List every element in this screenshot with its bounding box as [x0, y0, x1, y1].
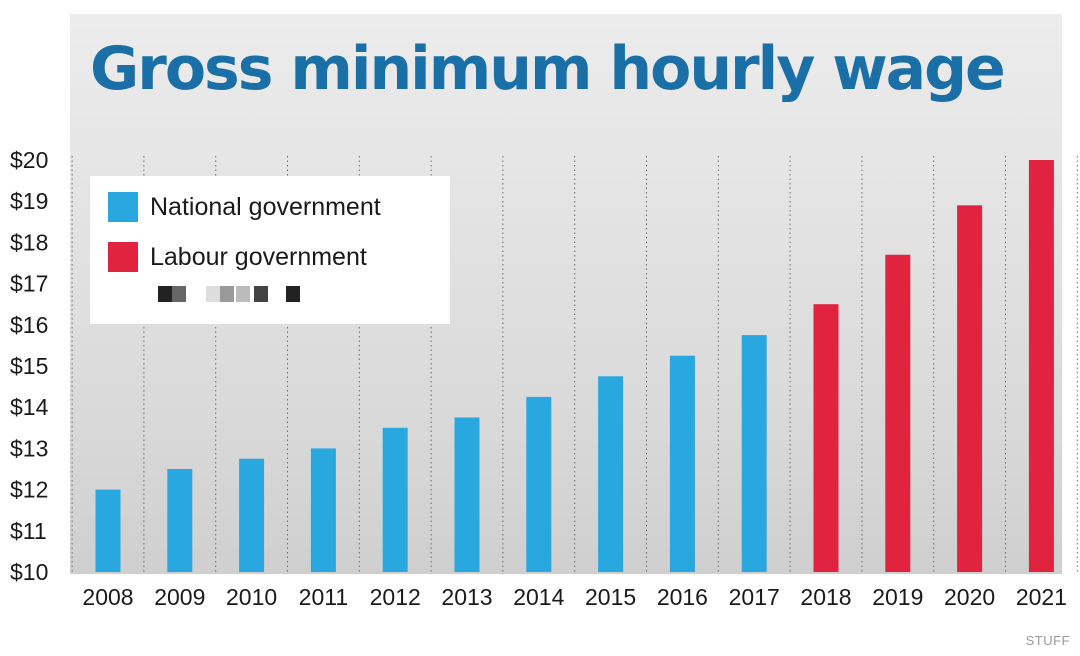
y-tick-label: $11	[10, 518, 47, 544]
chart-title: Gross minimum hourly wage	[90, 34, 1006, 104]
source-credit: STUFF	[1025, 633, 1070, 648]
y-tick-label: $10	[10, 559, 48, 585]
x-tick-label: 2015	[585, 584, 636, 610]
legend: National government Labour government	[90, 176, 450, 324]
x-tick-label: 2010	[226, 584, 277, 610]
x-tick-label: 2012	[370, 584, 421, 610]
legend-label-labour: Labour government	[150, 242, 367, 271]
x-tick-label: 2011	[299, 584, 348, 610]
bar-2018	[813, 304, 839, 572]
x-tick-label: 2018	[800, 584, 851, 610]
bar-2021	[1028, 160, 1054, 572]
y-tick-label: $17	[10, 271, 48, 297]
legend-label-national: National government	[150, 192, 381, 221]
bar-2016	[669, 355, 695, 572]
legend-noise-artifact	[158, 286, 300, 302]
x-tick-label: 2019	[872, 584, 923, 610]
legend-item-labour: Labour government	[108, 240, 367, 274]
legend-swatch-labour	[108, 242, 138, 272]
y-tick-label: $13	[10, 435, 48, 461]
bar-2009	[167, 469, 193, 572]
bar-2008	[95, 489, 121, 572]
bar-2014	[526, 396, 552, 572]
x-tick-label: 2008	[82, 584, 133, 610]
x-tick-label: 2009	[154, 584, 205, 610]
bar-2013	[454, 417, 480, 572]
legend-item-national: National government	[108, 190, 381, 224]
x-tick-label: 2014	[513, 584, 564, 610]
bar-2012	[382, 427, 408, 572]
y-tick-label: $14	[10, 394, 49, 420]
bar-2019	[885, 254, 911, 572]
bar-2015	[598, 376, 624, 572]
bar-2020	[957, 205, 983, 572]
legend-swatch-national	[108, 192, 138, 222]
x-tick-label: 2013	[441, 584, 492, 610]
y-tick-label: $15	[10, 353, 48, 379]
y-tick-label: $16	[10, 312, 48, 338]
y-tick-label: $18	[10, 229, 48, 255]
y-tick-label: $20	[10, 147, 48, 173]
x-tick-label: 2016	[657, 584, 708, 610]
bar-2011	[310, 448, 336, 572]
y-tick-label: $19	[10, 188, 48, 214]
bar-2010	[239, 458, 265, 572]
bar-2017	[741, 335, 767, 572]
x-tick-label: 2020	[944, 584, 995, 610]
x-tick-label: 2017	[729, 584, 780, 610]
x-tick-label: 2021	[1016, 584, 1067, 610]
y-tick-label: $12	[10, 477, 48, 503]
